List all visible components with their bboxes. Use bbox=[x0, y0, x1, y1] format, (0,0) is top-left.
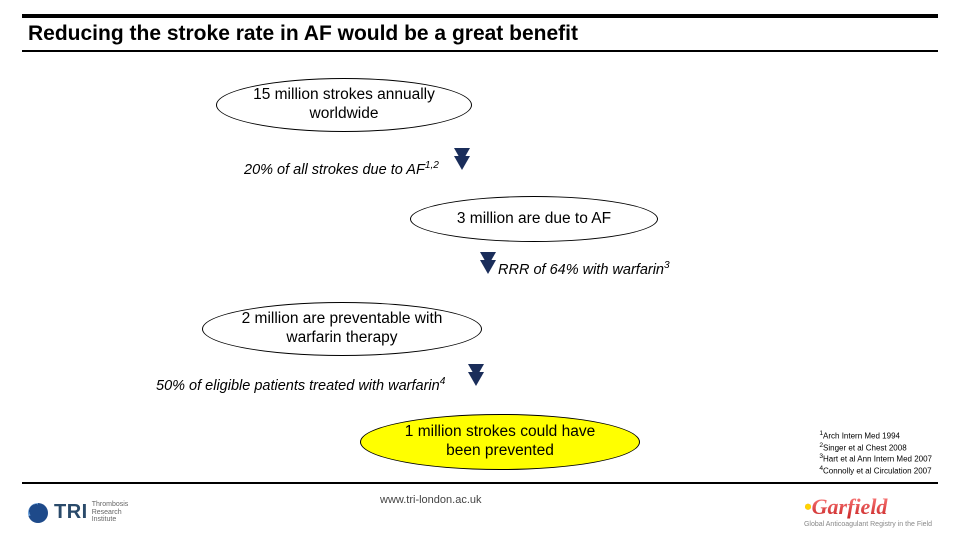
caption-2-sup: 3 bbox=[664, 260, 670, 271]
title-rule bbox=[22, 50, 938, 52]
tri-logo: TRI Thrombosis Research Institute bbox=[28, 501, 128, 524]
garfield-sub: Global Anticoagulant Registry in the Fie… bbox=[804, 521, 932, 528]
reference-line: 3Hart et al Ann Intern Med 2007 bbox=[819, 453, 932, 465]
caption-3-text: 50% of eligible patients treated with wa… bbox=[156, 378, 440, 394]
bottom-rule bbox=[22, 482, 938, 484]
garfield-dot-icon: • bbox=[804, 494, 812, 519]
tri-swirl-icon bbox=[28, 503, 48, 523]
arrow-down-icon bbox=[454, 156, 470, 170]
garfield-logo-text: •Garfield bbox=[804, 494, 932, 520]
bubble-2: 3 million are due to AF bbox=[410, 196, 658, 242]
caption-2-text: RRR of 64% with warfarin bbox=[498, 262, 664, 278]
caption-1-sup: 1,2 bbox=[425, 160, 439, 171]
bubble-3-line2: warfarin therapy bbox=[286, 329, 397, 346]
slide: Reducing the stroke rate in AF would be … bbox=[0, 0, 960, 540]
bubble-4-line2: been prevented bbox=[446, 442, 554, 459]
bubble-4-line1: 1 million strokes could have bbox=[405, 423, 595, 440]
bubble-1: 15 million strokes annually worldwide bbox=[216, 78, 472, 132]
reference-line: 1Arch Intern Med 1994 bbox=[819, 430, 932, 442]
caption-3-sup: 4 bbox=[440, 376, 446, 387]
caption-1: 20% of all strokes due to AF1,2 bbox=[244, 160, 439, 178]
slide-title: Reducing the stroke rate in AF would be … bbox=[28, 22, 578, 46]
arrow-down-icon bbox=[480, 260, 496, 274]
footer-url: www.tri-london.ac.uk bbox=[380, 494, 482, 506]
bubble-4-highlight: 1 million strokes could have been preven… bbox=[360, 414, 640, 470]
bubble-3: 2 million are preventable with warfarin … bbox=[202, 302, 482, 356]
bubble-3-line1: 2 million are preventable with bbox=[242, 310, 443, 327]
tri-logo-text: TRI bbox=[54, 501, 88, 524]
tri-sub2: Research bbox=[92, 509, 122, 516]
caption-3: 50% of eligible patients treated with wa… bbox=[156, 376, 445, 394]
garfield-label: Garfield bbox=[812, 494, 888, 519]
tri-sub1: Thrombosis bbox=[92, 501, 129, 508]
bubble-2-line1: 3 million are due to AF bbox=[457, 210, 611, 227]
arrow-down-icon bbox=[468, 372, 484, 386]
references: 1Arch Intern Med 19942Singer et al Chest… bbox=[819, 430, 932, 477]
reference-line: 4Connolly et al Circulation 2007 bbox=[819, 465, 932, 477]
bubble-1-line2: worldwide bbox=[310, 105, 379, 122]
caption-1-text: 20% of all strokes due to AF bbox=[244, 162, 425, 178]
tri-sub3: Institute bbox=[92, 516, 117, 523]
caption-2: RRR of 64% with warfarin3 bbox=[498, 260, 670, 278]
top-rule bbox=[22, 14, 938, 18]
bubble-1-line1: 15 million strokes annually bbox=[253, 86, 435, 103]
footer-url-text: www.tri-london.ac.uk bbox=[380, 494, 482, 506]
reference-line: 2Singer et al Chest 2008 bbox=[819, 442, 932, 454]
garfield-logo: •Garfield Global Anticoagulant Registry … bbox=[804, 494, 932, 528]
tri-logo-sub: Thrombosis Research Institute bbox=[92, 501, 129, 523]
slide-title-text: Reducing the stroke rate in AF would be … bbox=[28, 22, 578, 45]
